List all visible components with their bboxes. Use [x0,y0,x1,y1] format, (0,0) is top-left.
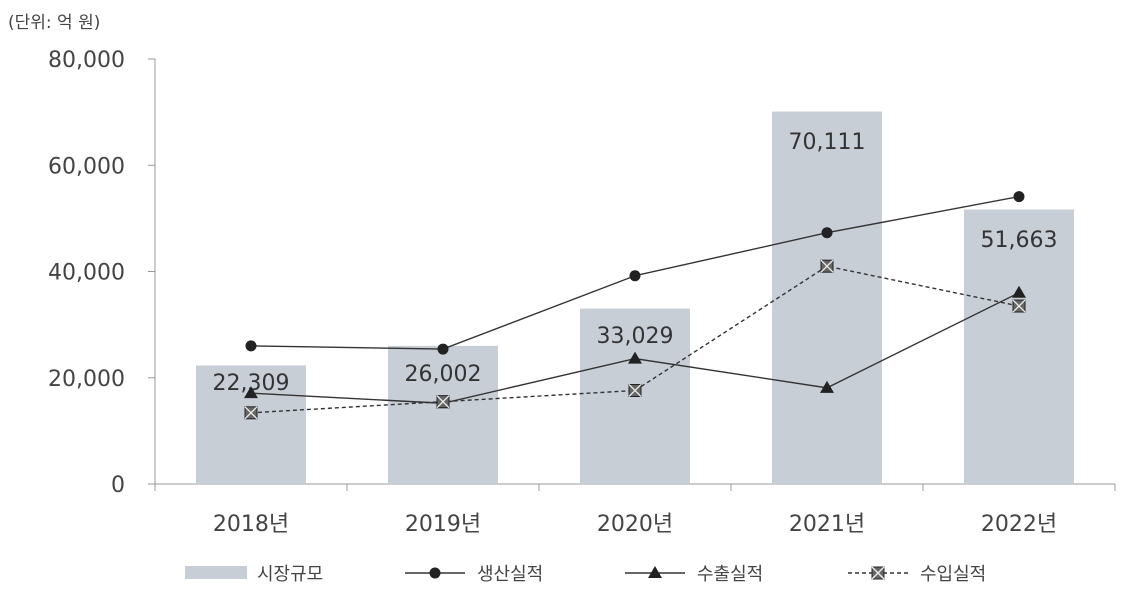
legend-crossbox-marker-cross [871,566,885,580]
legend-label: 수출실적 [697,564,763,585]
crossbox-marker-cross [244,406,258,420]
y-tick-label: 60,000 [48,154,125,179]
series-line [250,265,1020,414]
legend-triangle-marker [648,566,662,578]
bar [772,111,882,484]
legend-label: 시장규모 [257,564,323,585]
crossbox-marker-cross [820,259,834,273]
legend-circle-marker [429,567,441,579]
bar [964,209,1074,484]
bar [388,345,498,484]
data-label: 70,111 [789,130,866,155]
triangle-marker [820,380,834,393]
y-tick-label: 40,000 [48,261,125,286]
legend-label: 생산실적 [477,564,543,585]
legend-swatch-bar [185,566,247,579]
x-tick-label: 2019년 [405,512,481,537]
data-label: 26,002 [405,362,482,387]
legend-label: 수입실적 [920,564,986,585]
circle-marker [821,227,833,239]
circle-marker [437,343,449,355]
crossbox-marker-cross [436,395,450,409]
x-tick-label: 2021년 [789,512,865,537]
crossbox-marker-cross [628,384,642,397]
triangle-marker [1012,285,1026,298]
y-tick-label: 80,000 [48,48,125,73]
circle-marker [245,340,257,352]
unit-label: (단위: 억 원) [8,13,101,33]
x-tick-label: 2020년 [597,512,673,537]
data-label: 33,029 [597,324,674,349]
circle-marker [629,270,641,282]
triangle-marker [244,386,258,399]
y-tick-label: 20,000 [48,367,125,392]
circle-marker [1013,191,1025,203]
y-tick-label: 0 [111,473,125,498]
x-tick-label: 2022년 [981,512,1057,537]
x-tick-label: 2018년 [213,512,289,537]
bar [196,365,306,484]
data-label: 51,663 [981,228,1058,253]
triangle-marker [628,351,642,364]
crossbox-marker-cross [1012,299,1026,313]
